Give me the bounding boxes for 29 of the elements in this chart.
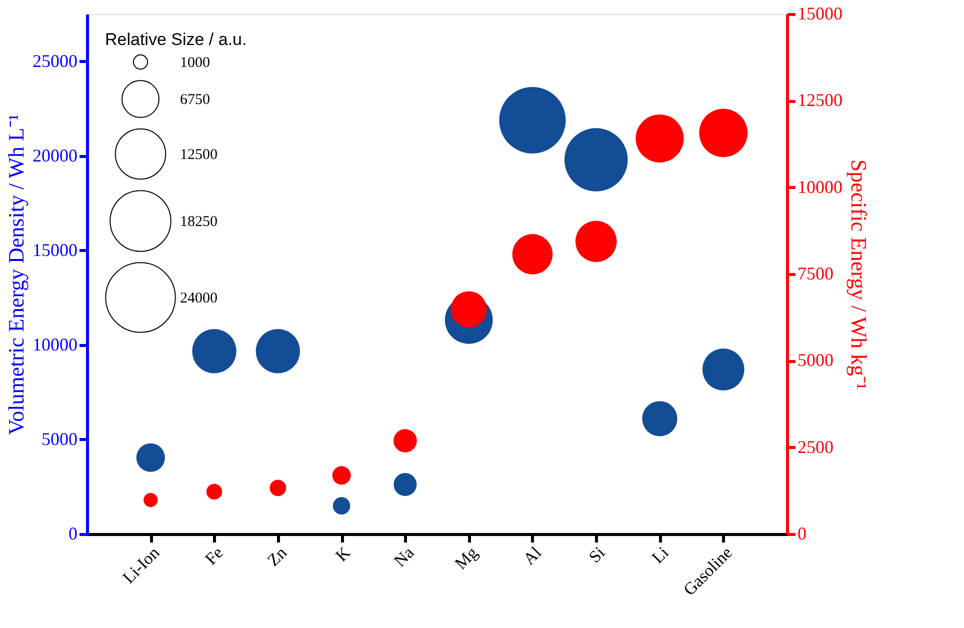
legend-label: 1000 — [180, 55, 210, 71]
x-tick-label: Zn — [264, 542, 291, 570]
y2-tick-label: 2500 — [798, 436, 834, 457]
y-tick-label: 25000 — [32, 50, 78, 71]
y2-tick-label: 0 — [798, 524, 806, 544]
x-tick-label: Mg — [451, 542, 482, 574]
y-tick-label: 10000 — [32, 334, 78, 354]
y-tick-label: 0 — [68, 524, 78, 544]
y2-tick-label: 7500 — [798, 264, 834, 284]
legend-label: 24000 — [180, 290, 218, 306]
y-tick-label: 5000 — [42, 428, 78, 449]
y-tick-label: 15000 — [32, 240, 78, 260]
y-tick-label: 20000 — [32, 145, 78, 166]
legend-label: 12500 — [180, 147, 218, 163]
y2-tick-label: 12500 — [798, 90, 842, 110]
y-axis-title: Volumetric Energy Density / Wh L⁻¹ — [4, 114, 28, 435]
x-tick-label: Al — [520, 542, 546, 569]
legend-label: 18250 — [180, 214, 218, 230]
x-tick-label: Si — [585, 542, 609, 567]
x-tick-label: K — [332, 542, 355, 566]
x-tick-label: Li — [648, 542, 672, 568]
y2-tick-label: 10000 — [798, 176, 842, 197]
x-tick-label: Fe — [201, 543, 227, 569]
legend-label: 6750 — [180, 92, 210, 108]
y2-tick-label: 5000 — [798, 350, 834, 370]
x-tick-label: Na — [390, 542, 418, 571]
y2-tick-label: 15000 — [798, 4, 842, 24]
legend-title: Relative Size / a.u. — [105, 30, 247, 49]
y2-axis-title: Specific Energy / Wh kg⁻¹ — [846, 159, 872, 390]
